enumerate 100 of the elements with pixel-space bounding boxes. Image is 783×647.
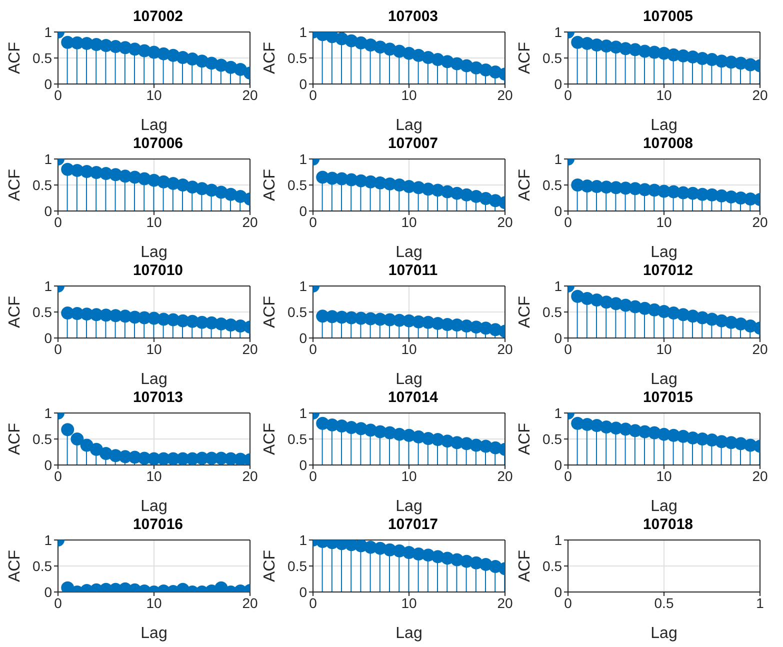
y-tick-label: 0.5 bbox=[542, 176, 562, 193]
chart-title: 107015 bbox=[642, 389, 694, 406]
x-tick-label: 20 bbox=[497, 594, 513, 611]
y-tick-label: 0 bbox=[299, 330, 308, 346]
y-tick-label: 0 bbox=[44, 202, 52, 219]
x-axis-title: Lag bbox=[396, 625, 422, 642]
y-tick-label: 1 bbox=[299, 24, 308, 40]
chart-title: 107008 bbox=[642, 135, 694, 152]
x-axis-title: Lag bbox=[140, 244, 168, 261]
x-tick-label: 0 bbox=[54, 340, 62, 357]
y-tick-label: 0 bbox=[554, 202, 562, 219]
chart-title: 107010 bbox=[132, 262, 184, 279]
x-tick-label: 10 bbox=[401, 594, 417, 611]
y-tick-label: 1 bbox=[554, 150, 562, 167]
y-tick-label: 0.5 bbox=[32, 176, 52, 193]
x-axis-title: Lag bbox=[396, 498, 422, 515]
x-tick-label: 0 bbox=[309, 214, 318, 230]
y-axis-title: ACF bbox=[262, 168, 279, 201]
x-axis-title: Lag bbox=[140, 371, 168, 388]
y-tick-label: 0.5 bbox=[32, 558, 52, 574]
x-tick-label: 10 bbox=[656, 86, 672, 103]
chart-title: 107002 bbox=[132, 8, 184, 25]
x-tick-label: 0 bbox=[309, 340, 318, 357]
x-tick-label: 0 bbox=[564, 340, 572, 357]
x-axis-title: Lag bbox=[650, 117, 678, 134]
x-tick-label: 10 bbox=[401, 214, 417, 230]
x-tick-label: 20 bbox=[497, 468, 513, 484]
y-tick-label: 1 bbox=[44, 150, 52, 167]
x-axis-title: Lag bbox=[396, 371, 422, 388]
y-tick-label: 0 bbox=[299, 584, 308, 600]
x-axis-title: Lag bbox=[140, 117, 168, 134]
y-axis-title: ACF bbox=[516, 296, 534, 328]
x-tick-label: 10 bbox=[146, 594, 162, 611]
y-tick-label: 0 bbox=[44, 456, 52, 473]
y-tick-label: 0 bbox=[44, 76, 52, 92]
x-tick-label: 20 bbox=[242, 214, 258, 230]
y-tick-label: 0.5 bbox=[288, 50, 308, 66]
chart-title: 107014 bbox=[386, 389, 440, 406]
chart-title: 107006 bbox=[132, 135, 184, 152]
x-tick-label: 0 bbox=[564, 468, 572, 484]
y-tick-label: 0.5 bbox=[288, 304, 308, 320]
y-tick-label: 1 bbox=[44, 532, 52, 548]
chart-title: 107013 bbox=[132, 389, 184, 406]
y-tick-label: 0 bbox=[554, 584, 562, 600]
y-axis-title: ACF bbox=[516, 422, 534, 455]
x-tick-label: 10 bbox=[656, 340, 672, 357]
x-tick-label: 10 bbox=[146, 86, 162, 103]
x-tick-label: 10 bbox=[401, 86, 417, 103]
x-tick-label: 0 bbox=[564, 214, 572, 230]
y-tick-label: 0.5 bbox=[32, 50, 52, 66]
y-axis-title: ACF bbox=[6, 422, 24, 455]
y-tick-label: 0 bbox=[44, 330, 52, 346]
x-tick-label: 0 bbox=[309, 468, 318, 484]
y-tick-label: 0 bbox=[554, 456, 562, 473]
x-tick-label: 0 bbox=[54, 594, 62, 611]
x-tick-label: 10 bbox=[401, 340, 417, 357]
x-tick-label: 20 bbox=[242, 340, 258, 357]
y-axis-title: ACF bbox=[516, 42, 534, 74]
y-axis-title: ACF bbox=[6, 296, 24, 328]
y-tick-label: 1 bbox=[554, 532, 562, 548]
x-axis-title: Lag bbox=[140, 498, 168, 515]
chart-title: 107012 bbox=[642, 262, 694, 279]
x-axis-title: Lag bbox=[396, 117, 422, 134]
x-tick-label: 20 bbox=[497, 340, 513, 357]
x-tick-label: 0 bbox=[54, 468, 62, 484]
x-tick-label: 0 bbox=[564, 594, 572, 611]
x-tick-label: 20 bbox=[752, 340, 768, 357]
y-tick-label: 1 bbox=[44, 278, 52, 294]
y-tick-label: 0.5 bbox=[32, 430, 52, 447]
y-tick-label: 0.5 bbox=[542, 558, 562, 574]
y-axis-title: ACF bbox=[262, 296, 279, 328]
y-tick-label: 1 bbox=[44, 404, 52, 421]
chart-title: 107018 bbox=[642, 516, 694, 533]
y-tick-label: 0.5 bbox=[542, 430, 562, 447]
y-axis-title: ACF bbox=[262, 422, 279, 455]
x-tick-label: 0 bbox=[54, 214, 62, 230]
y-tick-label: 0.5 bbox=[32, 304, 52, 320]
x-axis-title: Lag bbox=[396, 244, 422, 261]
x-tick-label: 20 bbox=[497, 86, 513, 103]
y-tick-label: 1 bbox=[44, 24, 52, 40]
y-tick-label: 1 bbox=[299, 278, 308, 294]
y-tick-label: 0 bbox=[554, 76, 562, 92]
x-tick-label: 0 bbox=[309, 594, 318, 611]
y-tick-label: 1 bbox=[554, 278, 562, 294]
x-tick-label: 20 bbox=[242, 468, 258, 484]
x-axis-title: Lag bbox=[140, 625, 168, 642]
x-tick-label: 10 bbox=[146, 340, 162, 357]
y-tick-label: 1 bbox=[299, 404, 308, 421]
y-tick-label: 1 bbox=[299, 150, 308, 167]
y-axis-title: ACF bbox=[516, 168, 534, 201]
chart-title: 107003 bbox=[386, 8, 440, 25]
y-axis-title: ACF bbox=[6, 168, 24, 201]
chart-title: 107005 bbox=[642, 8, 694, 25]
y-tick-label: 0 bbox=[299, 202, 308, 219]
x-tick-label: 1 bbox=[756, 594, 764, 611]
y-tick-label: 1 bbox=[299, 532, 308, 548]
x-tick-label: 0 bbox=[564, 86, 572, 103]
x-tick-label: 10 bbox=[146, 214, 162, 230]
y-tick-label: 0 bbox=[299, 456, 308, 473]
x-axis-title: Lag bbox=[650, 371, 678, 388]
